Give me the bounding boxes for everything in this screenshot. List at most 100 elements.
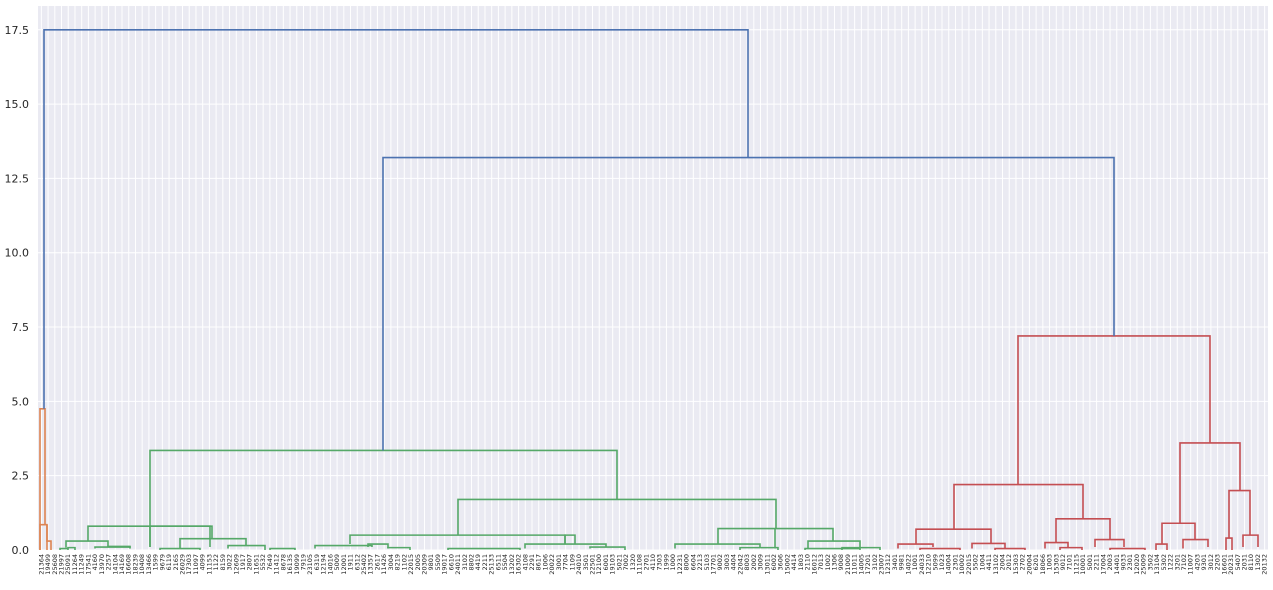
leaf-label: 24011 [454, 554, 462, 575]
leaf-label: 13202 [508, 554, 516, 575]
leaf-label: 3502 [1146, 554, 1154, 571]
leaf-label: 10408 [138, 554, 146, 575]
leaf-label: 7649 [266, 554, 274, 571]
y-tick-label: 10.0 [5, 247, 30, 260]
leaf-label: 8802 [468, 554, 476, 571]
leaf-label: 11412 [273, 554, 281, 575]
leaf-label: 25133 [488, 554, 496, 575]
leaf-label: 15002 [783, 554, 791, 575]
leaf-label: 10002 [958, 554, 966, 575]
leaf-label: 1109 [568, 554, 576, 571]
dendrogram-link [382, 156, 1115, 451]
leaf-label: 2617 [373, 554, 381, 571]
dendrogram-link [739, 546, 779, 550]
leaf-label: 2257 [105, 554, 113, 571]
leaf-label: 20309 [420, 554, 428, 575]
leaf-label: 25091 [64, 554, 72, 575]
leaf-label: 26029 [179, 554, 187, 575]
leaf-label: 6511 [494, 554, 502, 571]
leaf-label: 18066 [1039, 554, 1047, 575]
leaf-label: 3003 [723, 554, 731, 571]
leaf-label: 12020 [1133, 554, 1141, 575]
dendrogram-link [227, 544, 266, 550]
leaf-label: 6201 [1032, 554, 1040, 571]
leaf-label: 1320 [629, 554, 637, 571]
leaf-label: 9008 [837, 554, 845, 571]
leaf-label: 22015 [407, 554, 415, 575]
y-axis: 0.0 2.5 5.0 7.5 10.0 12.5 15.0 17.5 [5, 24, 30, 557]
leaf-label: 5532 [259, 554, 267, 571]
leaf-label: 8003 [743, 554, 751, 571]
dendrogram-link [159, 547, 201, 550]
dendrogram-link [150, 525, 213, 539]
leaf-label: 14169 [118, 554, 126, 575]
leaf-label: 14004 [945, 554, 953, 575]
leaf-label: 4411 [985, 554, 993, 571]
leaf-label: 1917 [239, 554, 247, 571]
leaf-label: 9981 [898, 554, 906, 571]
leaf-label: 11108 [636, 554, 644, 575]
leaf-label: 2031 [1240, 554, 1248, 571]
leaf-label: 1599 [152, 554, 160, 571]
leaf-label: 24010 [575, 554, 583, 575]
leaf-label: 7101 [1066, 554, 1074, 571]
leaf-label: 17541 [84, 554, 92, 575]
leaf-label: 17701 [709, 554, 717, 575]
leaf-label: 18239 [131, 554, 139, 575]
dendrogram-link [564, 534, 576, 545]
leaf-label: 9002 [716, 554, 724, 571]
dendrogram-link [107, 545, 131, 549]
leaf-label: 22501 [589, 554, 597, 575]
leaf-label: 11249 [78, 554, 86, 575]
leaf-label: 5001 [1086, 554, 1094, 571]
leaf-label: 6312 [353, 554, 361, 571]
leaf-label: 11153 [205, 554, 213, 575]
dendrogram-link [46, 524, 52, 550]
dendrogram-links [39, 28, 1259, 550]
leaf-label: 3001 [555, 554, 563, 571]
leaf-label: 1001 [911, 554, 919, 571]
dendrogram-link [1161, 522, 1196, 545]
dendrogram-link [841, 546, 881, 550]
leaf-label: 11215 [1072, 554, 1080, 575]
leaf-label: 21009 [844, 554, 852, 575]
leaf-label: 8219 [394, 554, 402, 571]
leaf-label: 1003 [1046, 554, 1054, 571]
leaf-label: 22015 [965, 554, 973, 575]
leaf-label: 13102 [992, 554, 1000, 575]
leaf-label: 2002 [750, 554, 758, 571]
dendrogram-link [1109, 547, 1146, 550]
leaf-label: 14104 [111, 554, 119, 575]
dendrogram-link [447, 547, 521, 550]
dendrogram-link [919, 547, 961, 550]
leaf-label: 7303 [656, 554, 664, 571]
y-tick-label: 17.5 [5, 24, 30, 37]
leaf-label: 2211 [481, 554, 489, 571]
dendrogram-link [1179, 442, 1241, 524]
dendrogram-link [524, 543, 607, 549]
leaf-label: 2701 [642, 554, 650, 571]
leaf-label: 1122 [212, 554, 220, 571]
y-tick-label: 12.5 [5, 172, 30, 185]
leaf-label: 6002 [770, 554, 778, 571]
leaf-label: 12001 [340, 554, 348, 575]
leaf-label: 12231 [676, 554, 684, 575]
dendrogram-link [387, 546, 411, 550]
dendrogram-link [67, 546, 76, 550]
leaf-label: 14022 [904, 554, 912, 575]
leaf-label: 5302 [1160, 554, 1168, 571]
leaf-label: 9012 [1059, 554, 1067, 571]
leaf-label: 3501 [582, 554, 590, 571]
leaf-label: 4099 [199, 554, 207, 571]
leaf-label: 11097 [192, 554, 200, 575]
leaf-label: 1306 [830, 554, 838, 571]
leaf-label: 1023 [938, 554, 946, 571]
dendrogram-link [43, 28, 749, 409]
leaf-label: 7013 [817, 554, 825, 571]
leaf-label: 2005 [414, 554, 422, 571]
dendrogram-link [804, 547, 861, 550]
leaf-label: 3022 [226, 554, 234, 571]
leaf-label: 8159 [219, 554, 227, 571]
leaf-label: 1222 [1167, 554, 1175, 571]
